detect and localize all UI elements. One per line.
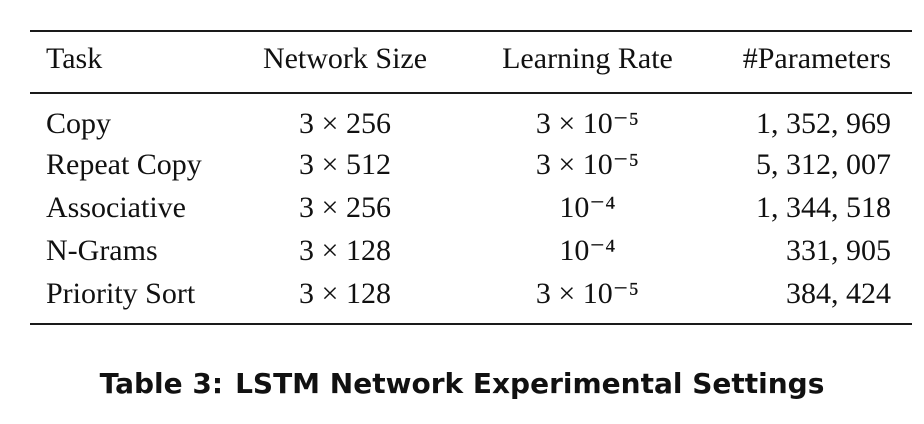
row-repeat-copy-parameters: 5, 312, 007 [756, 148, 891, 181]
header-task: Task [46, 42, 103, 75]
caption-text: LSTM Network Experimental Settings [235, 367, 825, 400]
row-associative-learning-rate: 10⁻⁴ [559, 191, 616, 224]
row-copy-network-size: 3 × 256 [299, 107, 391, 140]
row-ngrams-network-size: 3 × 128 [299, 234, 391, 267]
header-network-size: Network Size [262, 42, 428, 75]
row-repeat-copy-network-size: 3 × 512 [299, 148, 391, 181]
caption-label: Table 3: [99, 367, 224, 400]
header-parameters: #Parameters [742, 42, 891, 75]
row-repeat-copy-task: Repeat Copy [46, 148, 202, 181]
row-priority-sort-task: Priority Sort [46, 277, 196, 310]
row-copy-parameters: 1, 352, 969 [756, 107, 891, 140]
row-associative-network-size: 3 × 256 [299, 191, 391, 224]
row-associative-parameters: 1, 344, 518 [756, 191, 891, 224]
row-repeat-copy-learning-rate: 3 × 10⁻⁵ [535, 148, 640, 181]
row-priority-sort-network-size: 3 × 128 [299, 277, 391, 310]
table-top-rule [30, 30, 912, 32]
row-ngrams-parameters: 331, 905 [786, 234, 891, 267]
row-copy-task: Copy [46, 107, 112, 140]
header-learning-rate: Learning Rate [502, 42, 673, 75]
table-header-rule [30, 92, 912, 94]
row-ngrams-learning-rate: 10⁻⁴ [559, 234, 616, 267]
table-caption: Table 3: LSTM Network Experimental Settin… [0, 367, 924, 401]
row-priority-sort-learning-rate: 3 × 10⁻⁵ [535, 277, 640, 310]
row-priority-sort-parameters: 384, 424 [786, 277, 891, 310]
row-copy-learning-rate: 3 × 10⁻⁵ [535, 107, 640, 140]
table-bottom-rule [30, 323, 912, 325]
row-associative-task: Associative [46, 191, 186, 224]
row-ngrams-task: N-Grams [46, 234, 158, 267]
